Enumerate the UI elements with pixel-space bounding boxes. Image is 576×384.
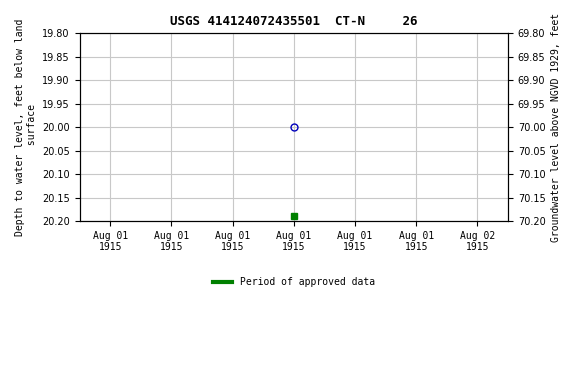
Y-axis label: Depth to water level, feet below land
 surface: Depth to water level, feet below land su… (15, 18, 37, 236)
Title: USGS 414124072435501  CT-N     26: USGS 414124072435501 CT-N 26 (170, 15, 418, 28)
Legend: Period of approved data: Period of approved data (209, 273, 379, 291)
Y-axis label: Groundwater level above NGVD 1929, feet: Groundwater level above NGVD 1929, feet (551, 13, 561, 242)
